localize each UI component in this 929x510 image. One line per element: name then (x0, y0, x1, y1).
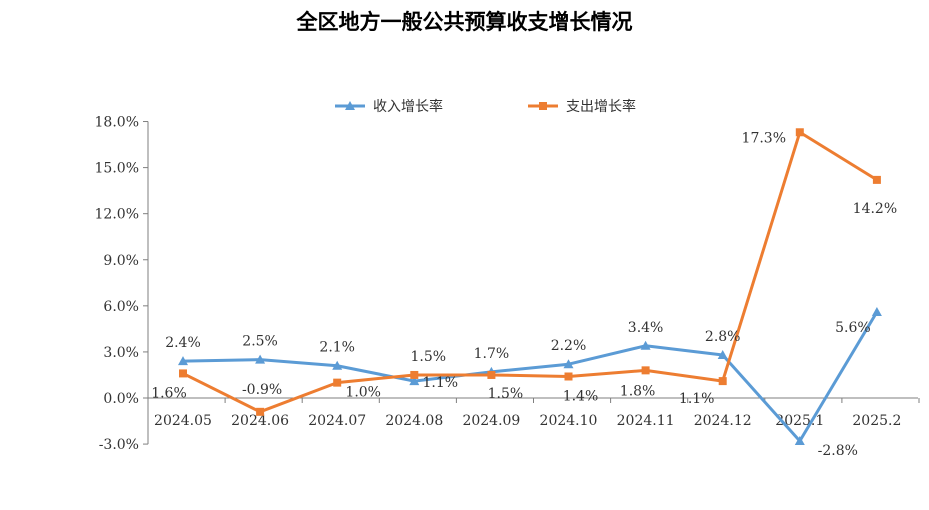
data-point-1-2 (333, 378, 342, 387)
data-label-expenditure-9: 14.2% (853, 201, 897, 217)
data-point-0-6 (640, 340, 651, 350)
data-label-income-3: 1.1% (423, 375, 459, 391)
data-label-income-8: -2.8% (818, 443, 858, 459)
data-point-0-5 (563, 359, 574, 369)
data-label-expenditure-7: 1.1% (679, 391, 715, 407)
x-tick-label: 2024.10 (540, 413, 598, 429)
data-label-income-0: 2.4% (165, 335, 201, 351)
data-point-1-9 (872, 175, 881, 184)
legend-label-0: 收入增长率 (373, 98, 443, 115)
x-tick-label: 2025.1 (775, 413, 824, 429)
data-label-expenditure-6: 1.8% (620, 383, 656, 399)
data-label-income-7: 2.8% (705, 329, 741, 345)
y-tick-label: 9.0% (103, 253, 139, 269)
data-point-1-5 (564, 372, 573, 381)
data-label-expenditure-2: 1.0% (345, 385, 381, 401)
x-tick-label: 2025.2 (852, 413, 901, 429)
data-label-expenditure-1: -0.9% (242, 382, 282, 398)
data-point-1-7 (718, 377, 727, 386)
data-point-1-0 (179, 369, 187, 378)
y-tick-label: 6.0% (103, 299, 139, 315)
data-point-0-0 (178, 356, 188, 366)
y-tick-label: 12.0% (95, 207, 139, 223)
data-point-1-8 (795, 128, 804, 137)
data-label-income-5: 2.2% (551, 338, 587, 354)
data-point-0-3 (409, 376, 420, 386)
data-label-expenditure-3: 1.5% (411, 349, 447, 365)
data-point-0-9 (871, 306, 882, 316)
y-tick-label: -3.0% (99, 437, 139, 453)
data-point-1-4 (487, 370, 496, 379)
x-tick-label: 2024.09 (462, 413, 520, 429)
series-line-1 (182, 130, 878, 414)
x-tick-label: 2024.06 (231, 413, 289, 429)
x-tick-label: 2024.08 (385, 413, 443, 429)
data-label-expenditure-8: 17.3% (742, 130, 786, 146)
data-label-income-1: 2.5% (242, 334, 278, 350)
x-tick-label: 2024.05 (154, 413, 212, 429)
legend-marker-0 (345, 101, 355, 110)
data-label-income-2: 2.1% (319, 340, 355, 356)
legend-marker-1 (539, 102, 547, 110)
x-tick-label: 2024.12 (694, 413, 752, 429)
data-point-1-3 (410, 370, 419, 379)
data-point-0-2 (332, 360, 343, 370)
data-point-0-7 (717, 349, 728, 359)
x-tick-label: 2024.07 (308, 413, 366, 429)
y-tick-label: 3.0% (103, 345, 139, 361)
data-label-expenditure-4: 1.5% (488, 386, 524, 402)
data-label-expenditure-0: 1.6% (151, 385, 187, 401)
data-point-0-8 (794, 436, 805, 446)
data-label-income-6: 3.4% (628, 320, 664, 336)
data-label-expenditure-5: 1.4% (563, 388, 599, 404)
data-point-1-1 (256, 407, 265, 416)
data-point-0-1 (255, 354, 266, 364)
data-point-1-6 (641, 366, 650, 375)
series-line-0 (182, 311, 879, 443)
legend-label-1: 支出增长率 (566, 98, 636, 115)
data-label-income-9: 5.6% (835, 320, 871, 336)
y-tick-label: 18.0% (95, 115, 139, 131)
y-tick-label: 15.0% (95, 161, 139, 177)
x-tick-label: 2024.11 (617, 413, 675, 429)
y-tick-label: 0.0% (103, 391, 139, 407)
chart-title: 全区地方一般公共预算收支增长情况 (296, 10, 633, 34)
data-label-income-4: 1.7% (474, 346, 510, 362)
